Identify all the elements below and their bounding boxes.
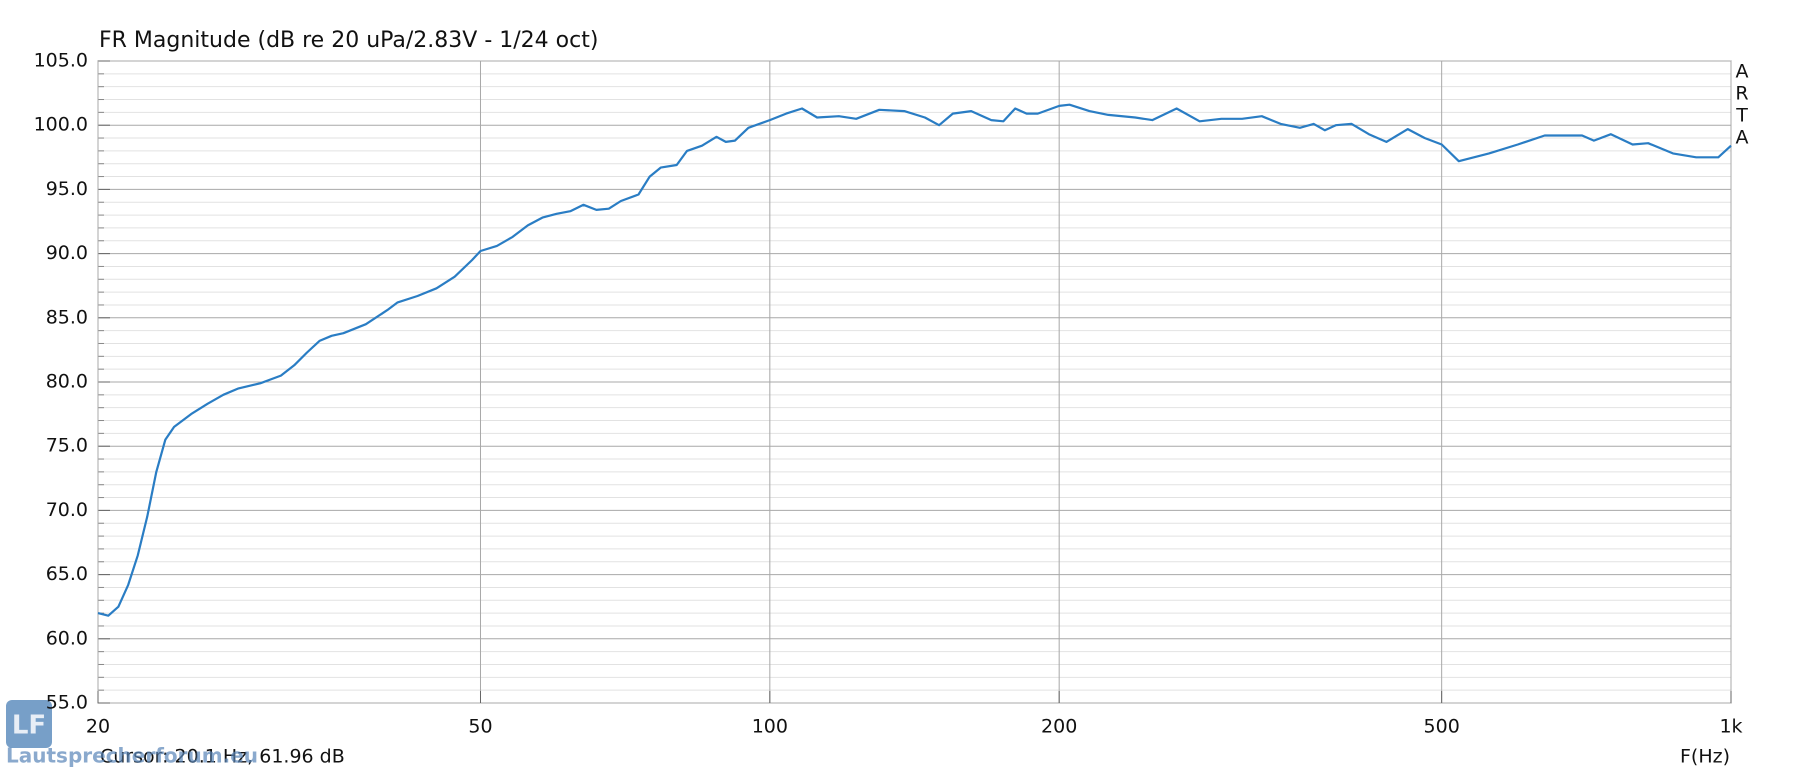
y-tick-label: 105.0 [34,50,88,72]
side-label: A [1736,61,1749,83]
side-label: R [1735,83,1748,105]
logo: LF [12,711,46,741]
x-tick-label: 1k [1719,716,1742,738]
x-tick-label: 50 [468,716,492,738]
chart-title: FR Magnitude (dB re 20 uPa/2.83V - 1/24 … [99,28,598,53]
x-tick-label: 20 [86,716,110,738]
y-tick-label: 75.0 [46,435,88,457]
watermark: Lautsprecherforum.eu [6,744,258,767]
y-tick-label: 55.0 [46,692,88,714]
y-tick-label: 90.0 [46,242,88,264]
y-tick-label: 80.0 [46,371,88,393]
logo-box [6,700,52,748]
fr-curve [97,103,1732,617]
y-tick-label: 85.0 [46,306,88,328]
y-tick-label: 95.0 [46,178,88,200]
side-label: A [1736,127,1749,149]
y-tick-label: 70.0 [46,499,88,521]
x-axis-label: F(Hz) [1680,746,1730,767]
side-label: T [1735,105,1748,127]
x-tick-label: 500 [1424,716,1460,738]
y-tick-label: 60.0 [46,627,88,649]
x-tick-label: 100 [752,716,788,738]
y-tick-label: 100.0 [34,114,88,136]
x-tick-label: 200 [1041,716,1077,738]
cursor-readout: Cursor: 20.1 Hz, 61.96 dB [100,746,345,767]
y-tick-label: 65.0 [46,563,88,585]
